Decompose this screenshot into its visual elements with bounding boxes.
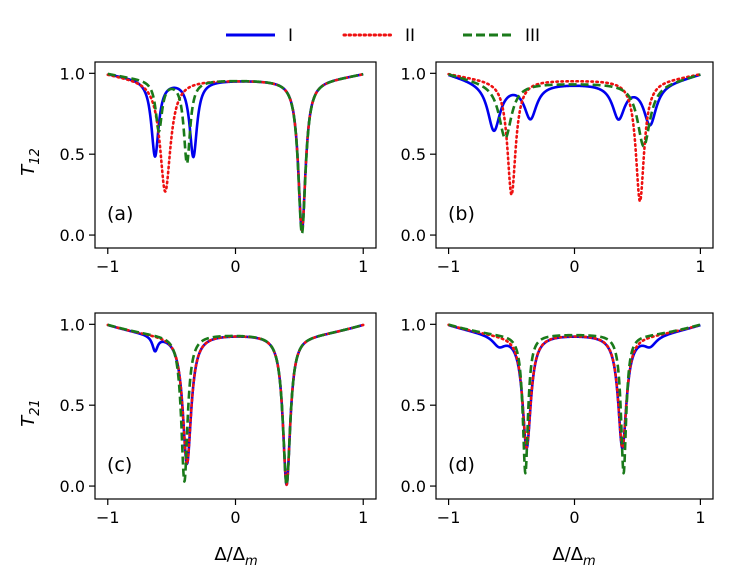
series-line-II [447, 323, 702, 449]
x-axis-label-left-sub: m [245, 554, 258, 569]
panel-label: (d) [448, 454, 475, 476]
series-line-I [447, 73, 702, 133]
series-line-I [106, 72, 365, 232]
series-line-III [106, 323, 365, 486]
panels: −1 0 1 0.0 0.5 1.0 (a) −1 0 1 0.0 0.5 1.0 (b) −1 0 1 0.0 0… [60, 61, 714, 527]
series-line-III [106, 72, 365, 235]
x-axis-label-right-sub: m [583, 554, 596, 569]
series-line-II [106, 72, 365, 232]
x-axis-label-left-main: Δ/Δ [214, 544, 245, 565]
panel-2: −1 0 1 0.0 0.5 1.0 (c) [60, 312, 377, 527]
x-tick-label: 1 [358, 508, 368, 527]
plot-frame [94, 61, 377, 249]
x-tick-label: −1 [437, 508, 461, 527]
series-line-III [447, 73, 702, 148]
y-axis-label-top-text: T [18, 163, 39, 176]
plot-frame [435, 312, 714, 500]
x-tick-label: 0 [230, 508, 240, 527]
x-tick-label: 0 [230, 257, 240, 276]
y-axis-label-top: T12 [18, 148, 43, 176]
panel-label: (b) [448, 203, 475, 225]
x-axis-label-right-main: Δ/Δ [552, 544, 583, 565]
legend-label-II: II [405, 26, 415, 46]
panel-3: −1 0 1 0.0 0.5 1.0 (d) [401, 312, 714, 527]
y-axis-label-bottom-text: T [18, 414, 39, 427]
series-line-III [447, 323, 702, 475]
x-axis-label-left: Δ/Δm [214, 544, 257, 569]
y-tick-label: 0.5 [401, 396, 426, 415]
y-tick-label: 0.0 [60, 226, 85, 245]
panel-1: −1 0 1 0.0 0.5 1.0 (b) [401, 61, 714, 276]
y-tick-label: 1.0 [60, 315, 85, 334]
series-line-I [447, 323, 702, 450]
y-tick-label: 1.0 [401, 315, 426, 334]
x-axis-label-right: Δ/Δm [552, 544, 595, 569]
panel-0: −1 0 1 0.0 0.5 1.0 (a) [60, 61, 377, 276]
series-line-II [106, 323, 365, 487]
y-axis-label-bottom-sub: 21 [28, 399, 43, 416]
y-axis-label-top-sub: 12 [28, 148, 43, 165]
y-tick-label: 0.0 [60, 477, 85, 496]
x-tick-label: 1 [695, 508, 705, 527]
y-axis-label-bottom: T21 [18, 399, 43, 427]
y-tick-label: 0.5 [401, 145, 426, 164]
y-tick-label: 0.5 [60, 145, 85, 164]
legend: I II III [226, 26, 540, 46]
y-tick-label: 1.0 [60, 64, 85, 83]
x-tick-label: 1 [358, 257, 368, 276]
legend-label-I: I [288, 26, 293, 46]
x-tick-label: 0 [569, 508, 579, 527]
y-tick-label: 1.0 [401, 64, 426, 83]
series-line-I [106, 323, 365, 487]
x-tick-label: −1 [96, 508, 120, 527]
y-tick-label: 0.0 [401, 477, 426, 496]
x-tick-label: −1 [437, 257, 461, 276]
plot-frame [94, 312, 377, 500]
legend-label-III: III [525, 26, 540, 46]
panel-label: (a) [107, 203, 133, 225]
panel-label: (c) [107, 454, 132, 476]
x-tick-label: −1 [96, 257, 120, 276]
series-line-II [447, 72, 702, 203]
x-tick-label: 0 [569, 257, 579, 276]
x-tick-label: 1 [695, 257, 705, 276]
y-tick-label: 0.5 [60, 396, 85, 415]
y-tick-label: 0.0 [401, 226, 426, 245]
